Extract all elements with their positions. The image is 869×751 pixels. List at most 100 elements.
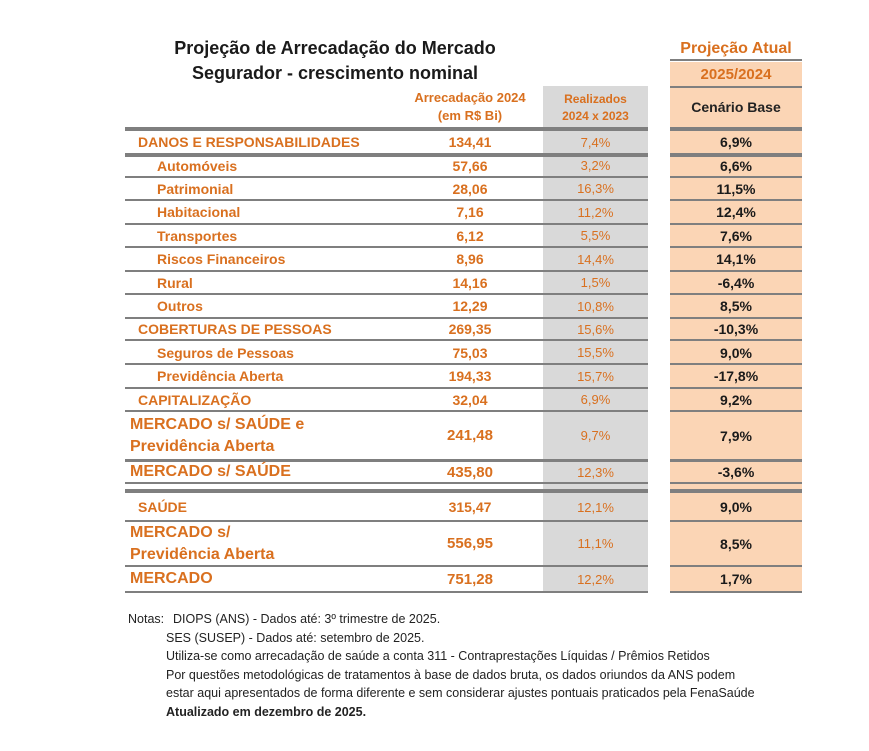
- rule: [125, 565, 648, 567]
- arrecadacao-value: 134,41: [448, 134, 492, 150]
- rule: [125, 363, 648, 365]
- rule: [125, 223, 648, 225]
- cenario-value: 7,6%: [720, 227, 752, 244]
- notes-label: Notas:: [128, 612, 165, 626]
- row-label: MERCADO s/ Previdência Aberta: [130, 523, 275, 563]
- row-label: Previdência Aberta: [157, 368, 284, 384]
- arrecadacao-value: 194,33: [448, 368, 492, 384]
- realizados-value: 12,3%: [577, 464, 614, 480]
- rule: [125, 127, 648, 131]
- realizados-value: 11,1%: [577, 536, 614, 551]
- rule: [125, 339, 648, 341]
- rule: [125, 520, 648, 522]
- row-label: Outros: [157, 298, 203, 314]
- note-line: Atualizado em dezembro de 2025.: [166, 705, 367, 719]
- title-line: Projeção de Arrecadação do Mercado: [174, 38, 496, 58]
- row-label: DANOS E RESPONSABILIDADES: [138, 134, 360, 150]
- realizados-value: 1,5%: [580, 275, 611, 290]
- cenario-value: 6,6%: [720, 157, 752, 174]
- arrecadacao-value: 32,04: [452, 391, 488, 408]
- cenario-value: -10,3%: [713, 321, 759, 337]
- rule: [670, 86, 802, 88]
- realizados-value: 7,4%: [580, 134, 611, 150]
- note-line: SES (SUSEP) - Dados até: setembro de 202…: [166, 630, 425, 645]
- cenario-value: 7,9%: [720, 427, 752, 444]
- cenario-value: 12,4%: [716, 204, 756, 220]
- rule: [670, 317, 802, 319]
- rule: [125, 489, 648, 493]
- arrecadacao-value: 315,47: [448, 499, 492, 515]
- row-label: SAÚDE: [138, 499, 188, 515]
- realizados-value: 10,8%: [577, 298, 614, 314]
- cenario-value: 9,0%: [720, 344, 752, 361]
- column-header: (em R$ Bi): [437, 108, 503, 123]
- rule: [670, 270, 802, 272]
- arrecadacao-value: 8,96: [456, 251, 484, 267]
- realizados-value: 12,2%: [577, 571, 614, 587]
- realizados-value: 11,2%: [577, 204, 614, 220]
- rule: [125, 293, 648, 295]
- row-label: Automóveis: [157, 157, 238, 174]
- note-line: Utiliza-se como arrecadação de saúde a c…: [166, 649, 710, 664]
- rule: [125, 176, 648, 178]
- rule: [125, 317, 648, 319]
- rule: [670, 363, 802, 365]
- cenario-value: 8,5%: [720, 298, 752, 314]
- realizados-value: 16,3%: [577, 181, 614, 196]
- arrecadacao-value: 556,95: [447, 535, 493, 552]
- arrecadacao-value: 7,16: [456, 204, 484, 220]
- rule: [670, 482, 802, 484]
- rule: [670, 520, 802, 522]
- realizados-value: 15,6%: [577, 321, 614, 337]
- note-line: DIOPS (ANS) - Dados até: 3º trimestre de…: [173, 612, 441, 626]
- rule: [670, 591, 802, 593]
- arrecadacao-value: 75,03: [452, 344, 488, 361]
- row-label: Rural: [157, 274, 193, 291]
- rule: [670, 223, 802, 225]
- rule: [125, 591, 648, 593]
- rule: [125, 459, 648, 462]
- cenario-value: -17,8%: [713, 368, 759, 384]
- cenario-value: 8,5%: [720, 535, 752, 552]
- rule: [125, 199, 648, 201]
- cenario-value: 14,1%: [716, 251, 756, 267]
- realizados-value: 9,7%: [580, 428, 611, 443]
- rule: [670, 293, 802, 295]
- column-header: Realizados: [564, 92, 627, 106]
- row-label: Habitacional: [157, 204, 241, 220]
- row-label: COBERTURAS DE PESSOAS: [138, 321, 332, 337]
- realizados-value: 12,1%: [577, 499, 614, 515]
- rule: [125, 270, 648, 272]
- row-label: Riscos Financeiros: [157, 251, 286, 267]
- rule: [670, 59, 802, 61]
- note-line: Por questões metodológicas de tratamento…: [166, 667, 736, 682]
- rule: [670, 339, 802, 341]
- column-header: 2024 x 2023: [562, 109, 629, 123]
- row-label: CAPITALIZAÇÃO: [138, 391, 252, 408]
- cenario-value: 6,9%: [720, 134, 752, 150]
- note-line: estar aqui apresentados de forma diferen…: [166, 686, 755, 701]
- cenario-value: -3,6%: [717, 464, 755, 480]
- row-label: Patrimonial: [157, 180, 234, 197]
- rule: [670, 246, 802, 248]
- realizados-value: 3,2%: [580, 158, 611, 173]
- cenario-value: 1,7%: [720, 571, 752, 587]
- rule: [670, 565, 802, 567]
- realizados-value: 15,7%: [577, 368, 614, 384]
- cenario-column-bg: [670, 62, 802, 593]
- rule: [670, 459, 802, 462]
- rule: [125, 410, 648, 412]
- cenario-value: 9,2%: [720, 391, 752, 408]
- arrecadacao-value: 269,35: [448, 321, 492, 337]
- rule: [670, 199, 802, 201]
- rule: [670, 153, 802, 157]
- arrecadacao-value: 435,80: [447, 463, 493, 481]
- cenario-value: 11,5%: [716, 180, 756, 197]
- rule: [125, 153, 648, 157]
- arrecadacao-value: 241,48: [447, 427, 493, 444]
- column-header: Projeção Atual: [680, 40, 792, 57]
- rule: [670, 176, 802, 178]
- column-header: Arrecadação 2024: [414, 90, 526, 105]
- row-label: MERCADO: [130, 570, 213, 587]
